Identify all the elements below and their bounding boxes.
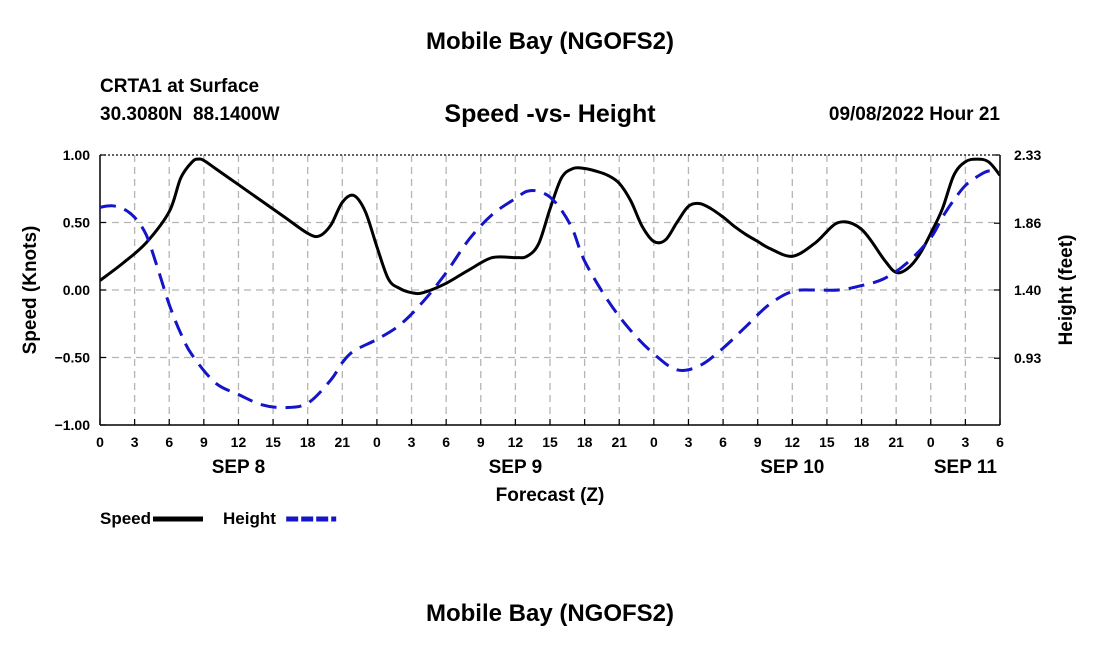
x-axis-title: Forecast (Z) <box>496 485 605 506</box>
x-tick-label: 15 <box>542 434 558 450</box>
date-label: SEP 10 <box>760 457 824 478</box>
x-tick-label: 6 <box>165 434 173 450</box>
x-tick-label: 6 <box>442 434 450 450</box>
y-left-tick-label: 1.00 <box>63 147 90 163</box>
timestamp-label: 09/08/2022 Hour 21 <box>828 104 1000 125</box>
y-right-tick-label: 1.40 <box>1014 282 1041 298</box>
y-left-tick-label: 0.00 <box>63 282 90 298</box>
y-right-tick-label: 1.86 <box>1014 215 1041 231</box>
legend-label-speed: Speed <box>100 509 151 528</box>
x-tick-label: 15 <box>265 434 281 450</box>
x-tick-label: 0 <box>373 434 381 450</box>
bottom-title: Mobile Bay (NGOFS2) <box>425 600 675 627</box>
date-label: SEP 8 <box>212 457 266 478</box>
x-tick-label: 0 <box>927 434 935 450</box>
y-left-tick-label: −1.00 <box>55 417 91 433</box>
date-label: SEP 9 <box>489 457 543 478</box>
x-tick-label: 0 <box>650 434 658 450</box>
x-tick-label: 6 <box>996 434 1004 450</box>
x-tick-label: 3 <box>408 434 416 450</box>
legend-label-height: Height <box>223 509 276 528</box>
x-tick-label: 3 <box>685 434 693 450</box>
y-right-tick-label: 2.33 <box>1014 147 1041 163</box>
x-tick-label: 18 <box>577 434 593 450</box>
x-tick-label: 0 <box>96 434 104 450</box>
x-tick-label: 18 <box>854 434 870 450</box>
y-right-axis-title: Height (feet) <box>1056 235 1077 346</box>
series-line-height <box>100 169 1000 410</box>
x-tick-label: 12 <box>785 434 801 450</box>
x-tick-label: 12 <box>231 434 247 450</box>
date-label: SEP 11 <box>934 457 997 478</box>
x-tick-label: 21 <box>888 434 904 450</box>
x-tick-label: 9 <box>754 434 762 450</box>
x-tick-label: 15 <box>819 434 835 450</box>
y-left-axis-title: Speed (Knots) <box>20 226 41 355</box>
x-tick-label: 12 <box>508 434 524 450</box>
y-left-tick-label: 0.50 <box>63 215 90 231</box>
y-left-tick-label: −0.50 <box>55 350 91 366</box>
x-tick-label: 6 <box>719 434 727 450</box>
series-line-speed <box>100 157 1000 296</box>
x-tick-label: 3 <box>131 434 139 450</box>
x-tick-label: 9 <box>477 434 485 450</box>
top-title: Mobile Bay (NGOFS2) <box>425 28 675 55</box>
x-tick-label: 21 <box>335 434 351 450</box>
x-tick-label: 18 <box>300 434 316 450</box>
coordinates-label: 30.3080N 88.1400W <box>100 104 280 125</box>
x-tick-label: 21 <box>611 434 627 450</box>
station-label: CRTA1 at Surface <box>100 76 260 97</box>
chart-title: Speed -vs- Height <box>444 100 656 128</box>
y-right-tick-label: 0.93 <box>1014 350 1041 366</box>
x-tick-label: 3 <box>961 434 969 450</box>
x-tick-label: 9 <box>200 434 208 450</box>
